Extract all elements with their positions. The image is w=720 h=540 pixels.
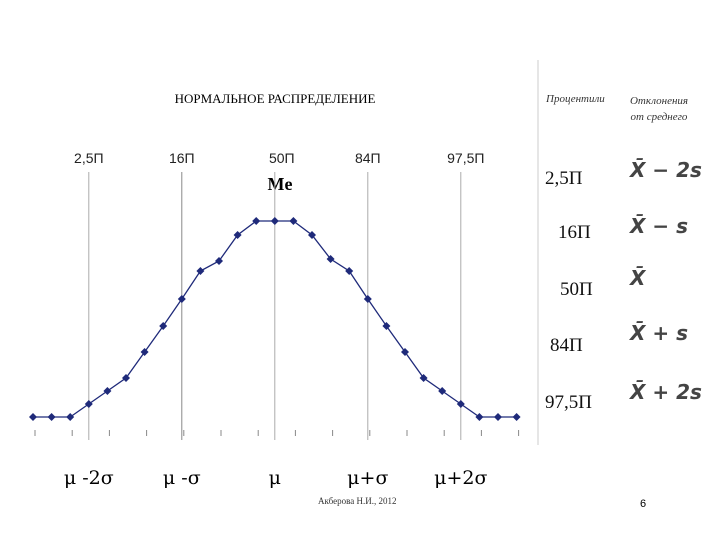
row-formula: X̄ − 2s	[630, 158, 702, 182]
data-point	[215, 257, 223, 265]
chart-title: НОРМАЛЬНОЕ РАСПРЕДЕЛЕНИЕ	[175, 91, 376, 106]
data-point	[47, 413, 56, 421]
sigma-label: μ+σ	[347, 467, 388, 489]
data-point	[494, 413, 502, 421]
sigma-label: μ -σ	[163, 467, 201, 489]
data-point	[512, 413, 521, 421]
row-formula: X̄ + 2s	[630, 380, 702, 404]
data-point	[159, 322, 168, 330]
row-label: 2,5П	[545, 168, 583, 189]
percentile-label: 2,5П	[74, 150, 104, 166]
data-point	[401, 348, 409, 356]
row-formula: X̄	[630, 266, 646, 290]
data-point	[140, 348, 149, 356]
data-point	[475, 413, 484, 421]
footer-author: Акберова Н.И., 2012	[318, 496, 397, 506]
table-header: Отклонения от среднего	[629, 95, 689, 123]
row-formula: X̄ + s	[630, 321, 689, 345]
row-label: 97,5П	[545, 392, 592, 413]
row-label: 50П	[560, 279, 593, 300]
data-point	[103, 387, 112, 395]
annotation: Me	[268, 174, 293, 194]
data-point	[438, 387, 447, 395]
data-point	[382, 322, 391, 330]
row-label: 84П	[550, 335, 583, 356]
data-point	[29, 413, 37, 421]
data-point	[177, 295, 186, 303]
data-point	[419, 374, 428, 382]
data-point	[233, 231, 242, 239]
page-number: 6	[640, 498, 647, 510]
data-point	[252, 217, 261, 225]
data-point	[345, 267, 354, 275]
data-point	[196, 267, 205, 275]
percentile-label: 84П	[355, 150, 381, 166]
data-point	[84, 400, 93, 408]
percentile-label: 97,5П	[447, 150, 484, 166]
sigma-label: μ -2σ	[64, 467, 114, 489]
data-point	[289, 217, 298, 225]
percentile-label: 50П	[269, 150, 295, 166]
row-formula: X̄ − s	[630, 214, 689, 238]
sigma-label: μ+2σ	[434, 467, 487, 489]
data-point	[270, 217, 279, 225]
data-point	[326, 255, 335, 263]
table-header: Процентили	[546, 93, 605, 105]
sigma-label: μ	[269, 467, 281, 489]
percentile-label: 16П	[169, 150, 195, 166]
data-point	[456, 400, 465, 408]
row-label: 16П	[558, 222, 591, 243]
data-point	[122, 374, 130, 382]
data-point	[66, 413, 75, 421]
data-point	[308, 231, 316, 239]
data-point	[363, 295, 372, 303]
